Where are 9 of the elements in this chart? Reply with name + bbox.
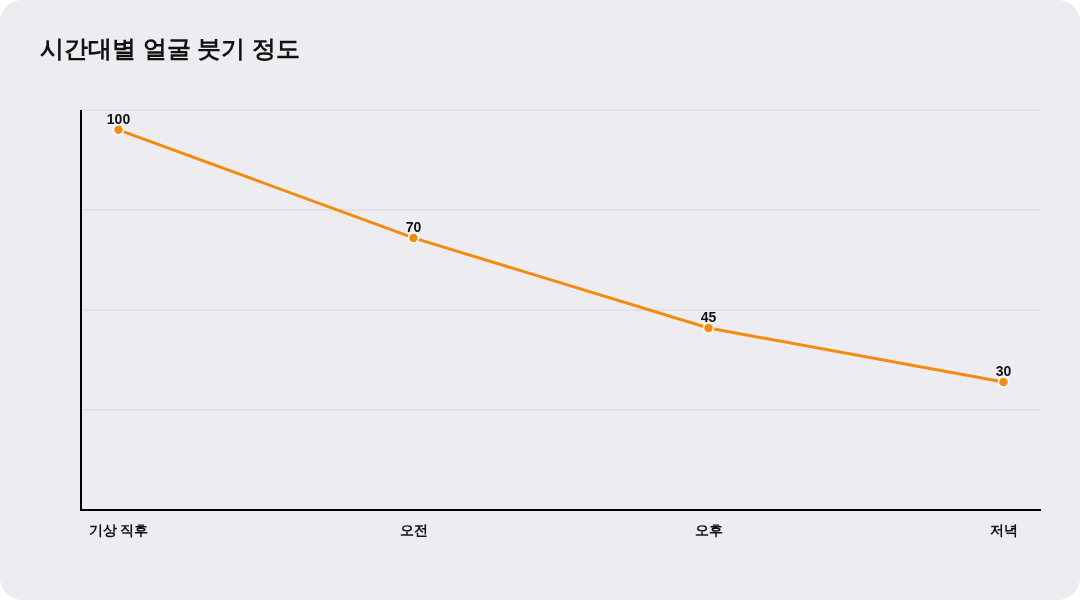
data-label: 100 (106, 110, 131, 127)
data-label: 70 (405, 218, 422, 235)
x-tick-label: 저녁 (989, 522, 1018, 538)
title: 시간대별 얼굴 붓기 정도 (40, 35, 300, 62)
x-tick-label: 오전 (399, 522, 428, 538)
data-label: 45 (700, 309, 717, 325)
x-tick-label: 기상 직후 (88, 522, 149, 538)
data-label: 30 (995, 363, 1012, 380)
x-tick-label: 오후 (694, 522, 723, 538)
